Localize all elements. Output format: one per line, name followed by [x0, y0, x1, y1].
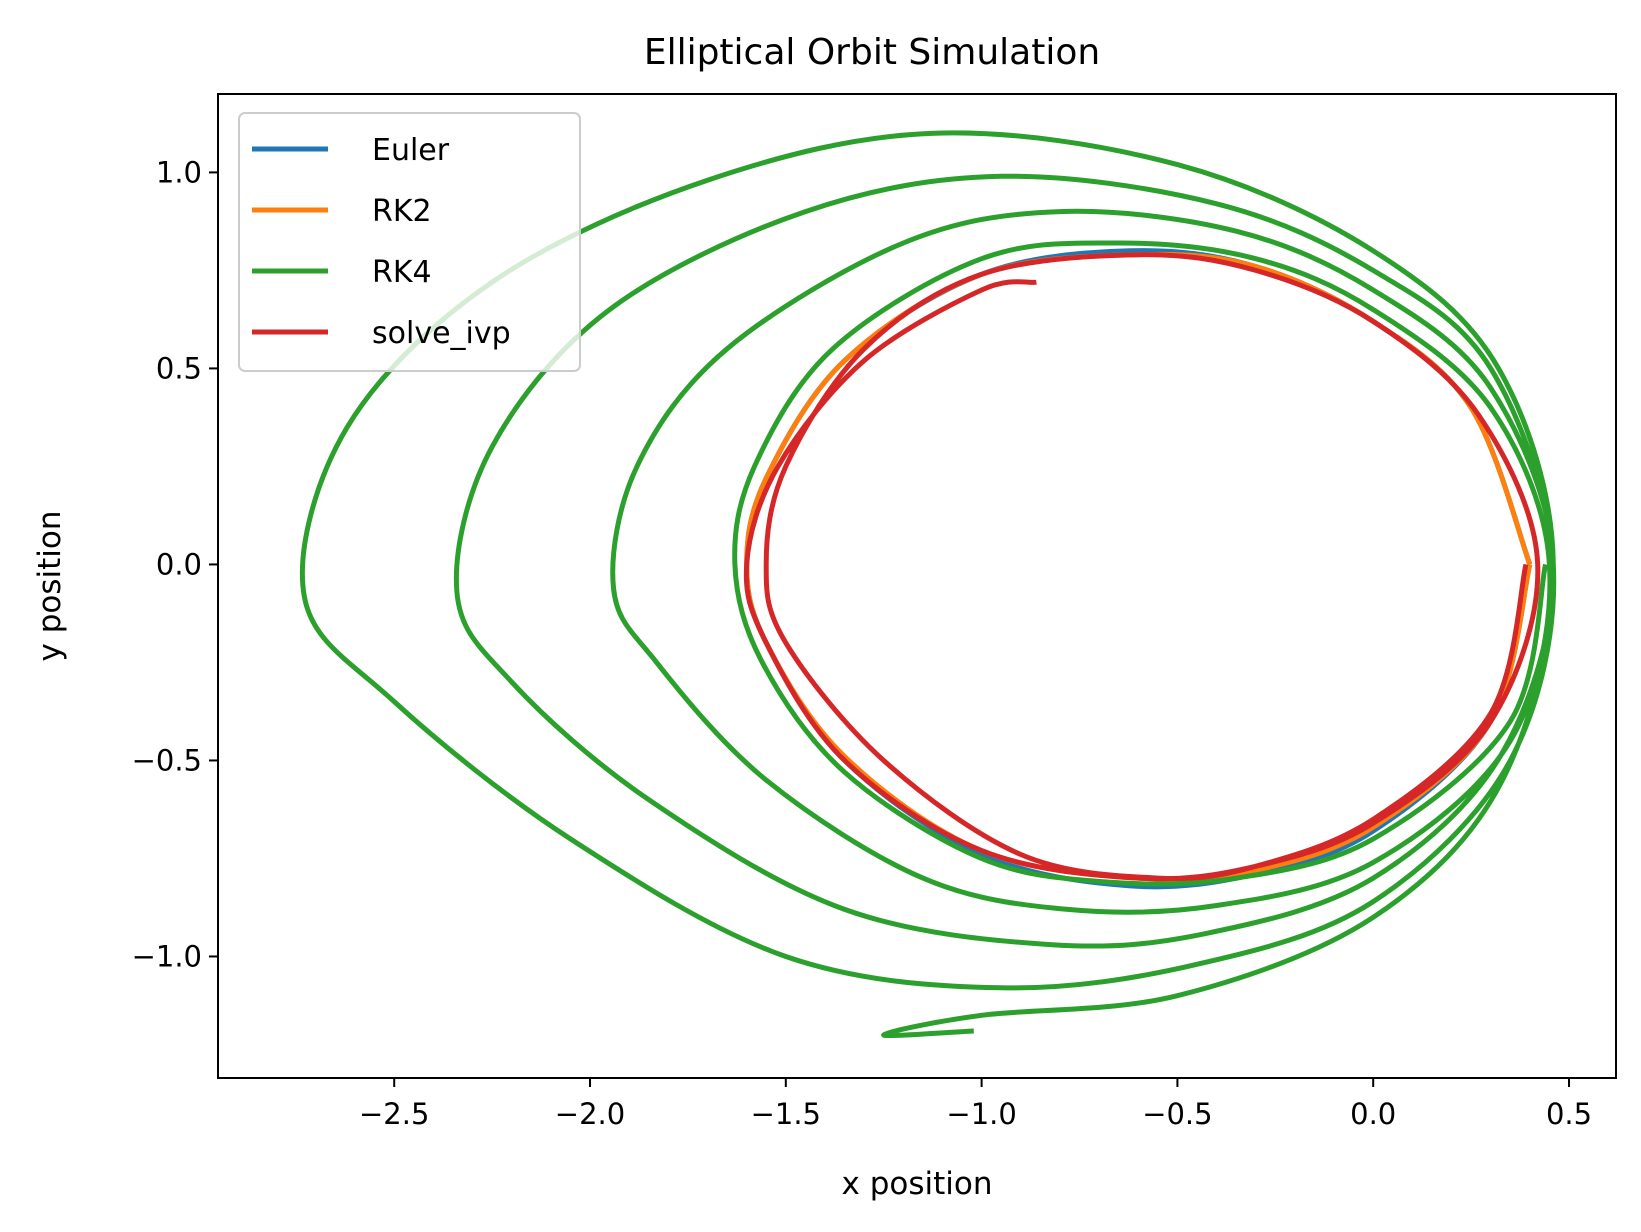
- x-tick-label: 0.5: [1546, 1097, 1592, 1131]
- x-tick-label: −0.5: [1142, 1097, 1212, 1131]
- series-line-solve-ivp: [743, 252, 1541, 882]
- legend-label-solve-ivp: solve_ivp: [372, 316, 511, 351]
- y-axis: −1.0 −0.5 0.0 0.5 1.0: [132, 155, 218, 973]
- y-tick-label: −1.0: [132, 939, 202, 973]
- x-axis-title: x position: [842, 1166, 993, 1202]
- y-tick-label: 0.5: [156, 351, 202, 385]
- x-axis: −2.5 −2.0 −1.5 −1.0 −0.5 0.0 0.5: [359, 1078, 1592, 1131]
- chart-title: Elliptical Orbit Simulation: [644, 32, 1100, 73]
- legend-box: [238, 112, 581, 372]
- legend: Euler RK2 RK4 solve_ivp: [238, 112, 581, 372]
- y-tick-label: −0.5: [132, 743, 202, 777]
- y-tick-label: 1.0: [156, 155, 202, 189]
- x-tick-label: −1.5: [751, 1097, 821, 1131]
- plot-frame: [217, 93, 1617, 1079]
- x-tick-label: 0.0: [1350, 1097, 1396, 1131]
- y-tick-label: 0.0: [156, 547, 202, 581]
- x-tick-label: −2.5: [359, 1097, 429, 1131]
- y-axis-title: y position: [32, 511, 68, 662]
- series-layer: [299, 130, 1557, 1039]
- x-tick-label: −2.0: [555, 1097, 625, 1131]
- legend-label-rk2: RK2: [372, 194, 432, 229]
- legend-label-rk4: RK4: [372, 255, 432, 290]
- series-line-rk4: [299, 130, 1557, 1039]
- legend-label-euler: Euler: [372, 133, 450, 168]
- x-tick-label: −1.0: [946, 1097, 1016, 1131]
